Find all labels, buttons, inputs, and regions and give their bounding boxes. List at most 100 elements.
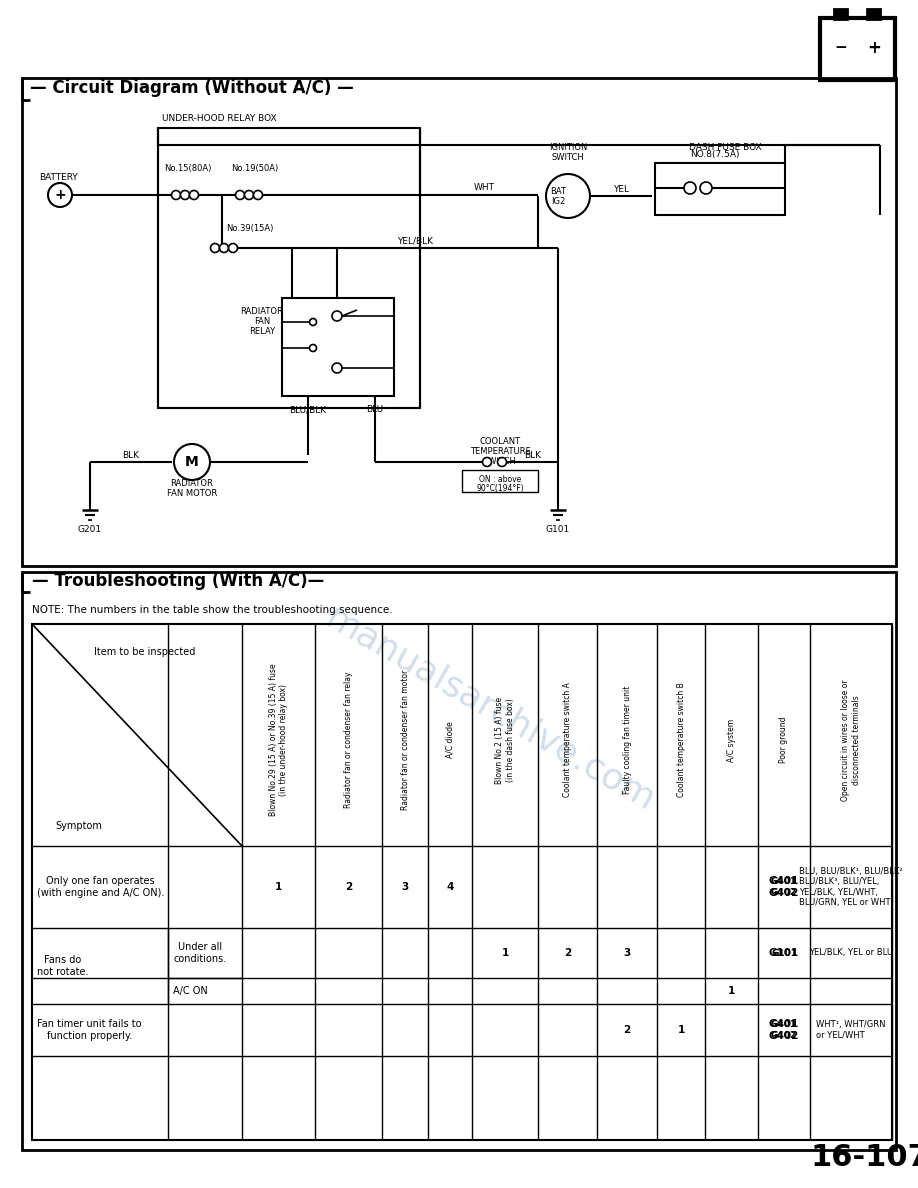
- Text: 16-107: 16-107: [811, 1144, 918, 1173]
- Bar: [820, 18, 895, 80]
- Text: BLU/BLK: BLU/BLK: [289, 405, 327, 415]
- Text: 2: 2: [564, 948, 571, 958]
- Text: RADIATOR: RADIATOR: [171, 479, 214, 487]
- Text: Under all
conditions.: Under all conditions.: [173, 942, 226, 963]
- Circle shape: [244, 190, 253, 200]
- Text: WHT¹, WHT/GRN
or YEL/WHT: WHT¹, WHT/GRN or YEL/WHT: [816, 1020, 886, 1040]
- Circle shape: [332, 364, 342, 373]
- Circle shape: [253, 190, 263, 200]
- Text: RADIATOR: RADIATOR: [241, 308, 284, 316]
- Bar: [158, 128, 420, 407]
- Text: No.39(15A): No.39(15A): [227, 223, 274, 233]
- Bar: [22, 78, 896, 565]
- Bar: [867, 10, 880, 19]
- Text: RELAY: RELAY: [249, 328, 275, 336]
- Text: G101: G101: [546, 525, 570, 535]
- Text: IGNITION: IGNITION: [549, 144, 588, 152]
- Text: Radiator fan or condenser fan relay: Radiator fan or condenser fan relay: [344, 671, 353, 808]
- Text: No.19(50A): No.19(50A): [231, 164, 279, 172]
- Circle shape: [219, 244, 229, 253]
- Bar: [32, 624, 892, 1140]
- Text: FAN: FAN: [254, 317, 270, 327]
- Circle shape: [483, 457, 491, 467]
- Text: Only one fan operates
(with engine and A/C ON).: Only one fan operates (with engine and A…: [37, 877, 164, 898]
- Text: Coolant temperature switch B: Coolant temperature switch B: [677, 683, 686, 797]
- Text: G401
G402: G401 G402: [768, 877, 800, 898]
- Circle shape: [229, 244, 238, 253]
- Circle shape: [174, 444, 210, 480]
- Circle shape: [309, 345, 317, 352]
- Text: +: +: [868, 39, 881, 57]
- Circle shape: [546, 173, 590, 219]
- Circle shape: [498, 457, 507, 467]
- Text: — Troubleshooting (With A/C)—: — Troubleshooting (With A/C)—: [32, 571, 324, 590]
- Text: BLK: BLK: [524, 450, 542, 460]
- Text: Faulty cooling fan timer unit: Faulty cooling fan timer unit: [622, 685, 632, 795]
- Text: 2: 2: [345, 881, 353, 892]
- Text: M: M: [185, 455, 199, 469]
- Text: Item to be inspected: Item to be inspected: [95, 647, 196, 657]
- Circle shape: [172, 190, 181, 200]
- Text: manualsarchive.com: manualsarchive.com: [319, 601, 661, 819]
- Text: G101: G101: [771, 948, 797, 958]
- Text: ON : above: ON : above: [479, 474, 521, 484]
- Text: DASH FUSE BOX: DASH FUSE BOX: [688, 144, 761, 152]
- Text: A/C system: A/C system: [727, 719, 736, 762]
- Text: SWITCH: SWITCH: [484, 457, 516, 467]
- Text: 1: 1: [274, 881, 282, 892]
- Text: Coolant temperature switch A: Coolant temperature switch A: [563, 683, 572, 797]
- Circle shape: [236, 190, 244, 200]
- Bar: [22, 571, 896, 1150]
- Text: TEMPERATURE: TEMPERATURE: [470, 448, 531, 456]
- Text: YEL: YEL: [613, 184, 629, 194]
- Bar: [462, 470, 538, 492]
- Text: Blown No.29 (15 A) or No.39 (15 A) fuse
(in the under-hood relay box): Blown No.29 (15 A) or No.39 (15 A) fuse …: [269, 664, 288, 816]
- Circle shape: [210, 244, 219, 253]
- Text: YEL/BLK: YEL/BLK: [397, 236, 433, 246]
- Circle shape: [181, 190, 189, 200]
- Text: No.15(80A): No.15(80A): [164, 164, 212, 172]
- Text: −: −: [834, 40, 847, 56]
- Text: Fans do
not rotate.: Fans do not rotate.: [37, 955, 88, 977]
- Text: BLU, BLU/BLK¹, BLU/BLK²
BLU/BLK³, BLU/YEL,
YEL/BLK, YEL/WHT,
BLU/GRN, YEL or WHT: BLU, BLU/BLK¹, BLU/BLK² BLU/BLK³, BLU/YE…: [800, 867, 902, 908]
- Text: Poor ground: Poor ground: [779, 716, 789, 763]
- Text: COOLANT: COOLANT: [479, 437, 521, 447]
- Circle shape: [48, 183, 72, 207]
- Text: Fan timer unit fails to
function properly.: Fan timer unit fails to function properl…: [37, 1019, 141, 1041]
- Circle shape: [684, 182, 696, 194]
- Text: WHT: WHT: [474, 183, 495, 192]
- Text: BATTERY: BATTERY: [39, 173, 77, 183]
- Text: NO.8(7.5A): NO.8(7.5A): [690, 150, 740, 158]
- Text: Blown No.2 (15 A) fuse
(in the dash fuse box): Blown No.2 (15 A) fuse (in the dash fuse…: [496, 696, 515, 784]
- Text: BLU: BLU: [366, 405, 384, 415]
- Text: 3: 3: [401, 881, 409, 892]
- Text: 2: 2: [623, 1025, 631, 1035]
- Circle shape: [332, 311, 342, 321]
- Text: SWITCH: SWITCH: [552, 153, 585, 163]
- Text: 1: 1: [677, 1025, 685, 1035]
- Text: BAT: BAT: [550, 187, 566, 196]
- Text: G201: G201: [78, 525, 102, 535]
- Text: FAN MOTOR: FAN MOTOR: [167, 488, 218, 498]
- Bar: [655, 163, 785, 215]
- Text: 4: 4: [446, 881, 453, 892]
- Text: G401
G402: G401 G402: [771, 1020, 797, 1040]
- Text: Symptom: Symptom: [55, 821, 102, 830]
- Text: 90°C(194°F): 90°C(194°F): [476, 484, 524, 493]
- Bar: [282, 298, 394, 396]
- Text: UNDER-HOOD RELAY BOX: UNDER-HOOD RELAY BOX: [162, 114, 276, 124]
- Text: BLK: BLK: [122, 450, 140, 460]
- Circle shape: [309, 318, 317, 326]
- Text: IG2: IG2: [551, 196, 565, 206]
- Bar: [834, 10, 847, 19]
- Text: — Circuit Diagram (Without A/C) —: — Circuit Diagram (Without A/C) —: [30, 78, 353, 97]
- Text: 1: 1: [728, 986, 735, 996]
- Text: 1: 1: [501, 948, 509, 958]
- Text: +: +: [54, 188, 66, 202]
- Text: 3: 3: [623, 948, 631, 958]
- Text: Open circuit in wires or loose or
disconnected terminals: Open circuit in wires or loose or discon…: [841, 680, 861, 801]
- Circle shape: [700, 182, 712, 194]
- Text: G401
G402: G401 G402: [771, 877, 797, 897]
- Text: A/C diode: A/C diode: [445, 721, 454, 758]
- Text: NOTE: The numbers in the table show the troubleshooting sequence.: NOTE: The numbers in the table show the …: [32, 605, 393, 615]
